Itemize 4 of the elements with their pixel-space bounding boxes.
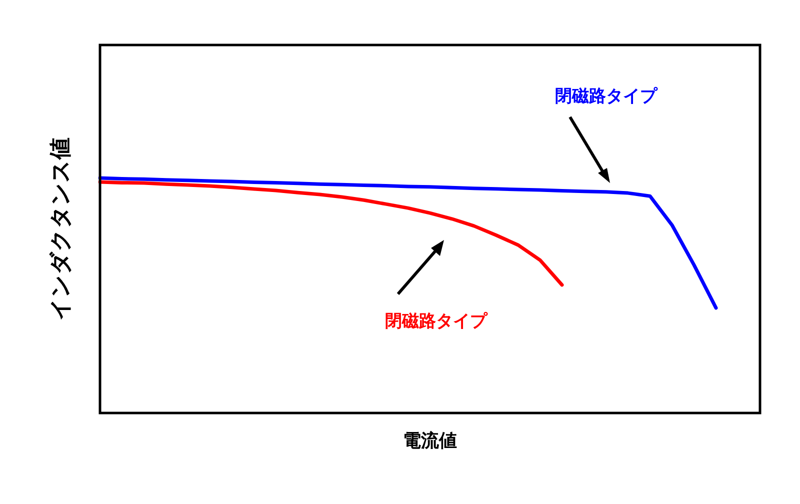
text: 閉磁路タイプ <box>385 311 488 332</box>
x-axis-title: 電流値 <box>403 430 457 452</box>
text: 閉磁路タイプ <box>555 86 658 106</box>
y-axis-title: インダクタンス値 <box>48 138 74 320</box>
